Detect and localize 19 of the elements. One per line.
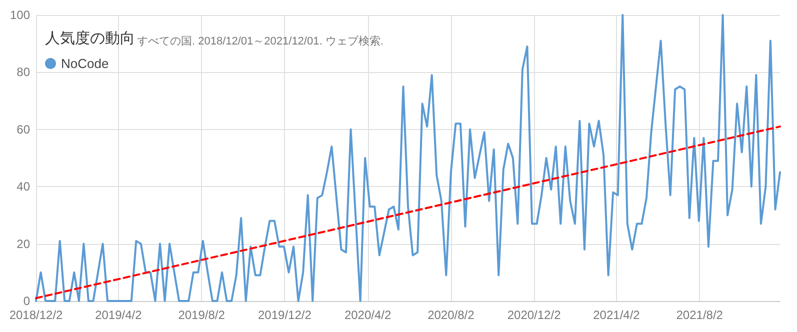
y-tick-label: 0 — [23, 294, 30, 308]
text: 人気度の動向 — [45, 30, 135, 47]
y-tick-label: 40 — [16, 180, 30, 194]
legend-label: NoCode — [61, 56, 109, 71]
x-tick-label: 2018/12/2 — [9, 308, 64, 322]
y-tick-label: 80 — [16, 65, 30, 80]
x-tick-label: 2019/12/2 — [258, 308, 312, 322]
line-series — [35, 14, 781, 302]
y-tick-label: 100 — [10, 8, 30, 22]
x-tick-label: 2021/8/2 — [676, 308, 724, 322]
x-tick-label: 2020/4/2 — [344, 308, 392, 322]
x-tick-label: 2020/8/2 — [428, 308, 475, 322]
text: すべての国. 2018/12/01～2021/12/01. ウェブ検索. — [137, 34, 384, 48]
x-tick-label: 2019/8/2 — [178, 308, 226, 322]
y-tick-label: 20 — [16, 236, 30, 251]
x-tick-label: 2021/4/2 — [593, 308, 640, 322]
x-tick-label: 2019/4/2 — [95, 308, 142, 322]
y-tick-label: 60 — [16, 122, 30, 136]
x-tick-label: 2020/12/2 — [507, 308, 562, 322]
